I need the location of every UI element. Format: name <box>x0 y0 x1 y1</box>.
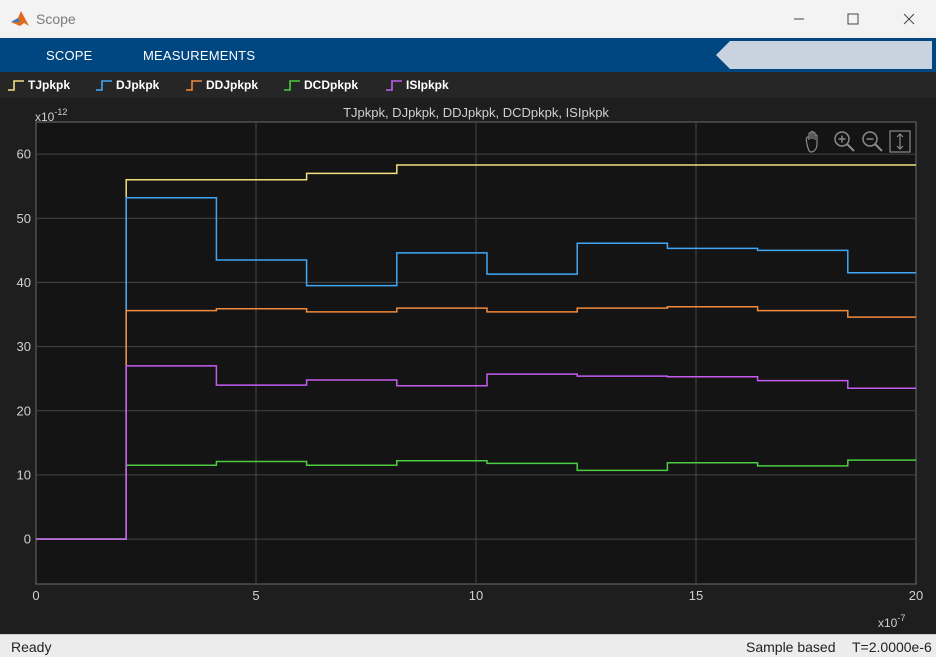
series-line-isipkpk <box>36 365 916 540</box>
autoscale-icon[interactable] <box>889 130 911 153</box>
x-exponent: -7 <box>897 613 905 623</box>
legend-line-icon <box>284 80 300 91</box>
series-line-djpkpk <box>36 196 916 540</box>
status-ready: Ready <box>11 639 52 655</box>
window-title: Scope <box>36 11 76 27</box>
legend: TJpkpk DJpkpk DDJpkpk DCDpkpk ISIpkpk <box>0 72 936 98</box>
legend-line-icon <box>386 80 402 91</box>
y-exponent: -12 <box>54 107 67 117</box>
maximize-icon <box>847 13 859 25</box>
legend-label: DCDpkpk <box>304 78 359 92</box>
legend-item-isipkpk[interactable]: ISIpkpk <box>386 76 449 94</box>
chart-title: TJpkpk, DJpkpk, DDJpkpk, DCDpkpk, ISIpkp… <box>343 105 609 120</box>
y-multiplier: x10-12 <box>35 107 67 124</box>
zoom-out-icon[interactable] <box>862 131 883 152</box>
series-layer <box>36 164 916 540</box>
y-tick-label: 0 <box>24 532 31 547</box>
minimize-icon <box>794 18 804 20</box>
status-bar: Ready Sample based T=2.0000e-6 <box>0 634 936 657</box>
scope-chart[interactable]: TJpkpk, DJpkpk, DDJpkpk, DCDpkpk, ISIpkp… <box>0 98 936 634</box>
legend-line-icon <box>96 80 112 91</box>
status-mode: Sample based <box>746 639 836 655</box>
status-time: T=2.0000e-6 <box>852 639 932 655</box>
series-line-ddjpkpk <box>36 306 916 540</box>
x-tick-label: 0 <box>32 588 39 603</box>
legend-label: ISIpkpk <box>406 78 449 92</box>
legend-item-ddjpkpk[interactable]: DDJpkpk <box>186 76 258 94</box>
close-button[interactable] <box>886 0 932 38</box>
y-tick-label: 10 <box>17 467 31 482</box>
tab-scope[interactable]: SCOPE <box>46 48 93 63</box>
plot-area: TJpkpk, DJpkpk, DDJpkpk, DCDpkpk, ISIpkp… <box>0 98 936 634</box>
y-tick-label: 30 <box>17 339 31 354</box>
legend-label: TJpkpk <box>28 78 71 92</box>
x-tick-label: 5 <box>252 588 259 603</box>
minimize-button[interactable] <box>776 0 822 38</box>
y-tick-label: 60 <box>17 147 31 162</box>
close-icon <box>903 13 915 25</box>
quick-access-panel <box>716 41 932 69</box>
maximize-button[interactable] <box>830 0 876 38</box>
y-tick-label: 20 <box>17 403 31 418</box>
grid <box>36 122 916 584</box>
x-tick-label: 20 <box>909 588 923 603</box>
legend-item-tjpkpk[interactable]: TJpkpk <box>8 76 70 94</box>
tab-measurements[interactable]: MEASUREMENTS <box>143 48 256 63</box>
y-tick-label: 40 <box>17 275 31 290</box>
matlab-icon <box>11 11 29 26</box>
legend-item-djpkpk[interactable]: DJpkpk <box>96 76 159 94</box>
legend-line-icon <box>186 80 202 91</box>
window-titlebar: Scope <box>0 0 936 38</box>
x-tick-label: 15 <box>689 588 703 603</box>
x-multiplier: x10-7 <box>878 613 905 630</box>
legend-label: DDJpkpk <box>206 78 259 92</box>
toolstrip: SCOPE MEASUREMENTS ? <box>0 38 936 101</box>
series-line-dcdpkpk <box>36 459 916 540</box>
y-tick-label: 50 <box>17 211 31 226</box>
x-tick-label: 10 <box>469 588 483 603</box>
legend-item-dcdpkpk[interactable]: DCDpkpk <box>284 76 358 94</box>
tick-labels: 0 5 10 15 20 0 10 20 30 40 50 60 <box>17 147 924 603</box>
pan-icon[interactable] <box>805 130 818 153</box>
legend-label: DJpkpk <box>116 78 160 92</box>
legend-line-icon <box>8 80 24 91</box>
zoom-in-icon[interactable] <box>834 131 855 152</box>
axes-toolbar <box>805 130 911 153</box>
